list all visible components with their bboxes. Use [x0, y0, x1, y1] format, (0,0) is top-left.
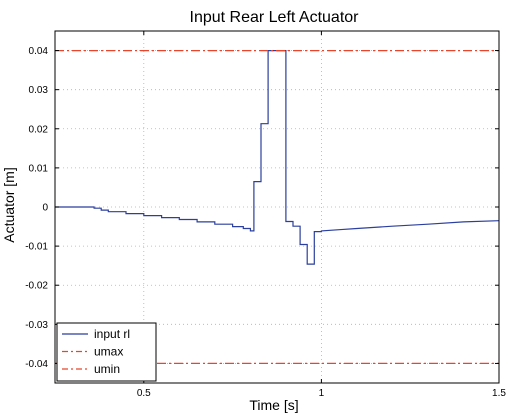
x-axis-title: Time [s] [249, 397, 298, 413]
y-tick-label: 0.01 [29, 163, 49, 174]
x-axis: 0.5 1 1.5 [137, 31, 506, 399]
y-tick-label: 0.04 [29, 46, 49, 57]
y-tick-label: 0.02 [29, 124, 49, 135]
y-axis: 0.04 0.03 0.02 0.01 0 -0.01 -0.02 -0.03 -0.04 [25, 46, 499, 370]
chart-title: Input Rear Left Actuator [190, 9, 360, 26]
series-line-input-rl [55, 49, 500, 265]
legend-box [56, 322, 157, 382]
legend: input rl umax umin [56, 322, 157, 382]
y-tick-label: 0.03 [29, 85, 49, 96]
y-tick-label: 0 [42, 203, 48, 214]
x-tick-label: 1.5 [492, 388, 506, 399]
y-tick-label: -0.02 [25, 281, 48, 292]
y-axis-title: Actuator [m] [1, 167, 17, 242]
x-tick-label: 0.5 [137, 388, 151, 399]
x-tick-label: 1 [319, 388, 325, 399]
y-tick-label: -0.04 [25, 359, 48, 370]
y-tick-label: -0.01 [25, 242, 48, 253]
y-tick-label: -0.03 [25, 320, 48, 331]
legend-label: umin [94, 362, 120, 376]
legend-label: umax [94, 345, 123, 359]
legend-label: input rl [94, 327, 130, 341]
